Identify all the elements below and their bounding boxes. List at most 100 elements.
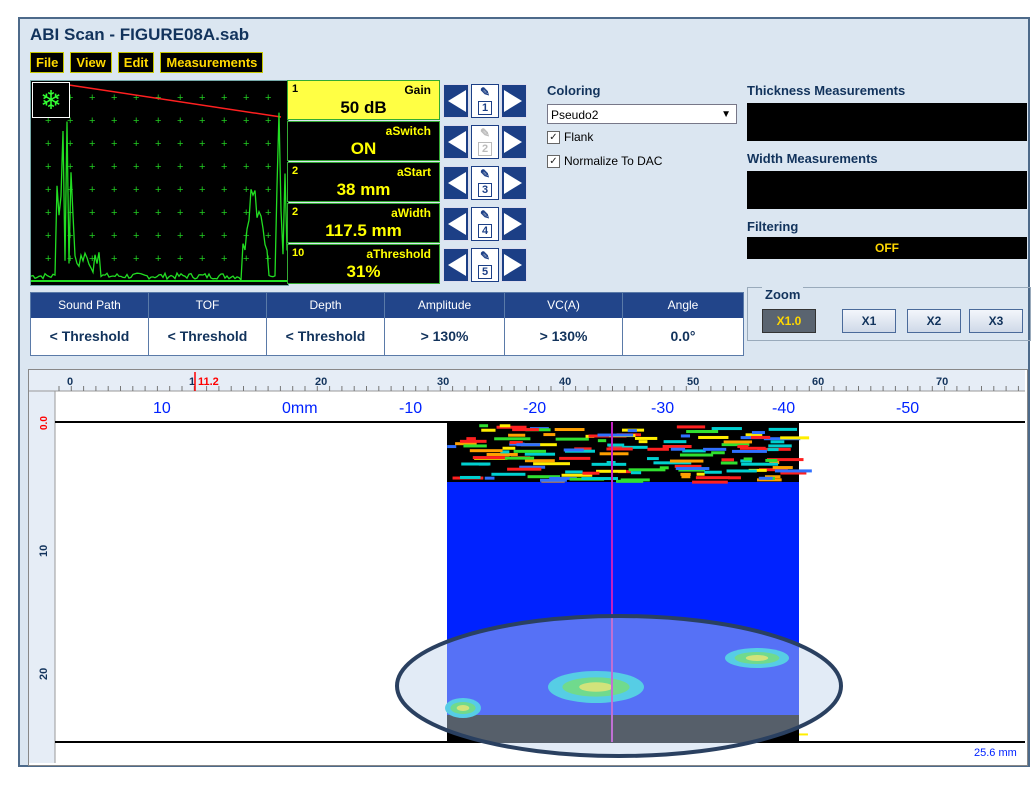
menu-file[interactable]: File [30,52,65,73]
echo-segment [743,457,753,461]
echo-segment [500,450,510,454]
arrow-right-icon[interactable] [501,124,527,159]
arrow-right-icon[interactable] [501,247,527,282]
coloring-select[interactable]: Pseudo2 ▼ [547,104,737,124]
grid-marker: + [199,161,205,173]
param-aswitch[interactable]: aSwitch ON [287,121,440,161]
bscan-view[interactable]: 0 1 20 30 40 50 60 70 11.2 10 0mm -10 -2… [28,369,1028,766]
echo-segment [679,453,714,457]
snowflake-icon[interactable]: ❄ [32,82,70,118]
ascan-trace [31,112,288,282]
param-astart[interactable]: 2 aStart 38 mm [287,162,440,202]
top-ruler-label: 50 [687,376,699,388]
param-num: 1 [292,83,299,95]
grid-marker: + [111,207,117,219]
control-row-1: ✎ 1 [443,80,539,121]
grid-marker: + [133,230,139,242]
highlight-ellipse [395,614,843,758]
echo-segment [507,467,542,471]
arrow-left-icon[interactable] [443,165,469,200]
param-value: 117.5 mm [325,221,402,240]
echo-segment [674,464,702,468]
key-icon[interactable]: ✎ 4 [471,206,499,241]
measurement-table: Sound Path < Threshold TOF < Threshold D… [30,292,744,356]
parameter-list: 1 Gain 50 dB aSwitch ON 2 aStart 38 mm 2… [287,80,440,285]
grid-marker: + [133,207,139,219]
key-icon[interactable]: ✎ 5 [471,247,499,282]
grid-marker: + [133,92,139,104]
key-number: 2 [478,141,492,156]
grid-marker: + [199,184,205,196]
meas-value: > 130% [420,328,469,344]
arrow-left-icon[interactable] [443,124,469,159]
grid-marker: + [45,115,51,127]
echo-segment [647,447,669,451]
echo-segment [591,462,627,466]
grid-marker: + [155,253,161,265]
echo-segment [680,434,691,438]
echo-segment [769,460,780,464]
echo-segment [524,452,556,456]
arrow-left-icon[interactable] [443,247,469,282]
echo-segment [745,433,763,437]
grid-marker: + [243,138,249,150]
key-icon[interactable]: ✎ 1 [471,83,499,118]
grid-marker: + [221,230,227,242]
echo-segment [750,435,771,439]
echo-segment [692,480,728,484]
app-window: ABI Scan - FIGURE08A.sab File View Edit … [18,17,1031,767]
bscan-svg: 0 1 20 30 40 50 60 70 11.2 10 0mm -10 -2… [29,370,1025,763]
echo-segment [669,459,704,463]
echo-segment [447,445,457,449]
echo-segment [739,446,766,450]
bscan-echoes [445,648,789,718]
echo-segment [499,424,511,428]
key-icon[interactable]: ✎ 2 [471,124,499,159]
echo-segment [512,428,539,432]
probe-ruler-label: -50 [896,400,919,417]
echo-segment [678,468,705,472]
menu-measurements[interactable]: Measurements [160,52,264,73]
grid-marker: + [265,92,271,104]
echo-blob [456,705,470,711]
grid-marker: + [177,230,183,242]
param-awidth[interactable]: 2 aWidth 117.5 mm [287,203,440,243]
flank-checkbox[interactable]: ✓ Flank [547,130,737,144]
control-row-5: ✎ 5 [443,244,539,285]
depth-ruler-label: 10 [38,545,50,557]
echo-segment [659,466,669,470]
checkbox-checked-icon[interactable]: ✓ [547,154,560,168]
param-num: 2 [292,165,299,177]
zoom-x3-button[interactable]: X3 [969,309,1023,333]
arrow-right-icon[interactable] [501,83,527,118]
arrow-right-icon[interactable] [501,165,527,200]
grid-marker: + [243,161,249,173]
zoom-x1-button[interactable]: X1 [842,309,896,333]
arrow-right-icon[interactable] [501,206,527,241]
param-gain[interactable]: 1 Gain 50 dB [287,80,440,120]
arrow-left-icon[interactable] [443,83,469,118]
echo-segment [703,447,727,451]
menu-view[interactable]: View [70,52,112,73]
grid-marker: + [155,115,161,127]
menu-edit[interactable]: Edit [117,52,155,73]
param-label: aWidth [391,206,431,220]
param-athreshold[interactable]: 10 aThreshold 31% [287,244,440,284]
normalize-dac-checkbox[interactable]: ✓ Normalize To DAC [547,154,737,168]
grid-marker: + [89,230,95,242]
grid-marker: + [243,207,249,219]
checkbox-checked-icon[interactable]: ✓ [547,130,560,144]
grid-marker: + [89,184,95,196]
arrow-left-icon[interactable] [443,206,469,241]
zoom-x1-0-button[interactable]: X1.0 [762,309,816,333]
key-icon[interactable]: ✎ 3 [471,165,499,200]
filtering-value[interactable]: OFF [747,237,1027,259]
zoom-x2-button[interactable]: X2 [907,309,961,333]
echo-segment [686,430,715,434]
ascan-display[interactable]: + + + + + + + + + + + + + + + + + + + + + + + + + + + + + + + + + + + + + + + +… [30,80,289,286]
param-value: 50 dB [340,98,387,117]
meas-col-depth: Depth < Threshold [267,293,385,355]
grid-marker: + [45,207,51,219]
grid-marker: + [243,115,249,127]
width-display [747,171,1027,209]
